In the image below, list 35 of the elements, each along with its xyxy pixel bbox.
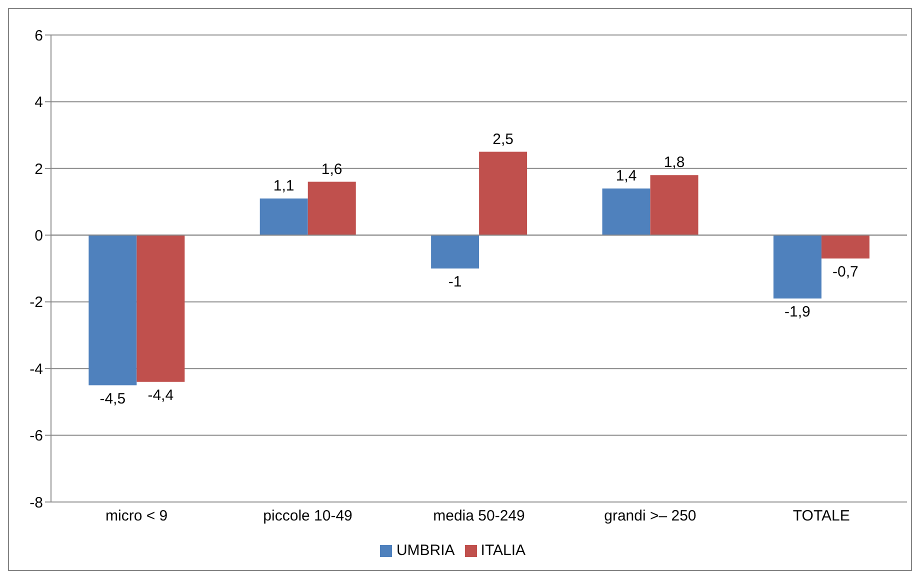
x-tick-label: TOTALE (792, 508, 850, 525)
data-label: 1,1 (273, 177, 294, 194)
bar (88, 235, 137, 386)
bar (650, 175, 698, 236)
y-tick-label: -2 (30, 294, 43, 312)
y-tick-label: -8 (30, 494, 43, 512)
bar (136, 235, 185, 382)
data-label: 2,5 (492, 130, 514, 148)
data-label: -1 (448, 274, 462, 290)
x-tick-label: micro < 9 (106, 508, 168, 525)
data-label: -4,4 (148, 386, 174, 404)
x-tick-label: piccole 10-49 (263, 508, 352, 525)
bar (431, 235, 480, 268)
data-label: -0,7 (832, 263, 858, 280)
bar (821, 235, 870, 258)
legend-label: ITALIA (480, 542, 526, 559)
y-tick-label: 4 (34, 94, 43, 112)
y-tick-label: -4 (30, 360, 43, 378)
x-tick-label: media 50-249 (433, 508, 525, 525)
y-tick-label: -6 (30, 428, 43, 445)
y-tick-label: 2 (34, 160, 43, 178)
bar (773, 235, 822, 299)
bar (308, 182, 356, 236)
data-label: 1,8 (664, 154, 685, 172)
bar (260, 198, 308, 236)
x-tick-label: grandi >– 250 (604, 508, 696, 525)
y-tick-label: 6 (34, 27, 43, 44)
y-tick-label: 0 (34, 227, 43, 244)
bar (479, 152, 528, 236)
bar (602, 188, 650, 236)
data-label: 1,4 (616, 167, 637, 184)
data-label: -4,5 (100, 390, 126, 408)
data-label: 1,6 (321, 160, 342, 178)
data-label: -1,9 (784, 304, 810, 321)
legend-label: UMBRIA (396, 542, 455, 559)
